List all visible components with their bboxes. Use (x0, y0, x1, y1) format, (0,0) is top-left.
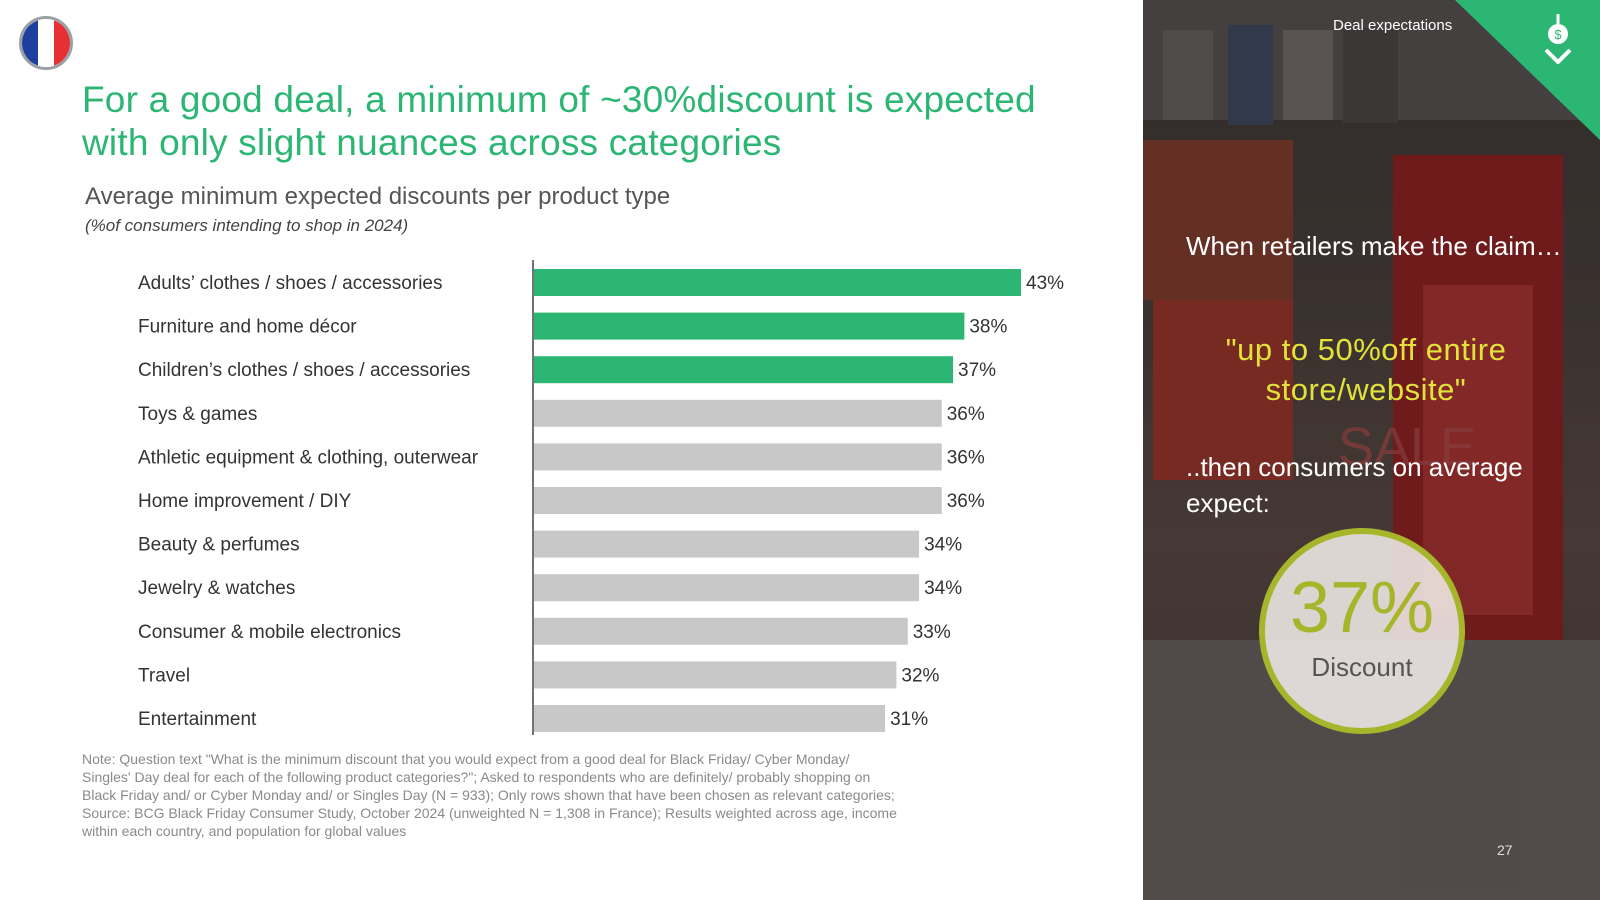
bar (534, 574, 920, 602)
bar (534, 617, 908, 645)
category-label: Furniture and home décor (138, 317, 357, 338)
footnote-line: Source: BCG Black Friday Consumer Study,… (82, 805, 897, 821)
footnote-line: Note: Question text "What is the minimum… (82, 751, 850, 767)
value-label: 36% (947, 491, 985, 512)
value-label: 43% (1026, 273, 1064, 294)
bar (534, 487, 942, 514)
value-label: 37% (958, 360, 996, 381)
value-label: 31% (890, 709, 928, 730)
image-overlay (1143, 0, 1600, 900)
value-label: 32% (901, 665, 939, 686)
expectation-text: ..then consumers on average expect: (1186, 452, 1523, 518)
bar (534, 356, 954, 384)
category-label: Athletic equipment & clothing, outerwear (138, 447, 479, 468)
title-line-1: For a good deal, a minimum of ~30%discou… (82, 79, 1036, 120)
category-label: Toys & games (138, 404, 257, 425)
category-label: Home improvement / DIY (138, 491, 352, 512)
svg-text:$: $ (1554, 27, 1562, 42)
section-label: Deal expectations (1333, 17, 1453, 34)
bar (534, 443, 942, 471)
value-label: 36% (947, 404, 985, 425)
bar (534, 399, 942, 427)
category-label: Jewelry & watches (138, 578, 295, 599)
category-label: Children’s clothes / shoes / accessories (138, 360, 470, 381)
category-label: Travel (138, 665, 190, 686)
quote-text: "up to 50%off entire store/website" (1225, 332, 1507, 407)
bar (534, 269, 1021, 296)
category-label: Adults’ clothes / shoes / accessories (138, 273, 443, 294)
category-label: Consumer & mobile electronics (138, 622, 401, 643)
chart-subtitle: (%of consumers intending to shop in 2024… (85, 216, 409, 235)
main-content: For a good deal, a minimum of ~30%discou… (19, 16, 1142, 840)
side-panel: SALE $ (1143, 0, 1600, 900)
value-label: 36% (947, 447, 985, 468)
category-label: Entertainment (138, 709, 257, 730)
bar (534, 312, 965, 340)
bar-chart: Adults’ clothes / shoes / accessories 43%… (138, 260, 1064, 735)
value-label: 33% (913, 622, 951, 643)
chart-title: Average minimum expected discounts per p… (85, 183, 671, 210)
france-flag-icon (19, 16, 73, 70)
store-background-image: SALE (1143, 0, 1600, 900)
value-label: 34% (924, 578, 962, 599)
title-line-2: with only slight nuances across categori… (82, 122, 782, 163)
footnote-line: Black Friday and/ or Cyber Monday and/ o… (82, 787, 895, 803)
footnote-line: Singles' Day deal for each of the follow… (82, 769, 871, 785)
footnote: Note: Question text "What is the minimum… (82, 750, 1062, 840)
footnote-line: within each country, and population for … (82, 823, 407, 839)
price-tag-download-icon: $ (1544, 14, 1572, 64)
bar (534, 661, 897, 689)
discount-label: Discount (1311, 652, 1413, 682)
value-label: 38% (969, 317, 1007, 338)
svg-text:SALE: SALE (1338, 417, 1476, 477)
bar (534, 530, 920, 558)
page-title: For a good deal, a minimum of ~30%discou… (82, 78, 1142, 164)
page-number: 27 (1497, 842, 1513, 858)
value-label: 34% (924, 535, 962, 556)
claim-text: When retailers make the claim… (1186, 231, 1562, 261)
category-label: Beauty & perfumes (138, 535, 300, 556)
bar (534, 705, 886, 732)
discount-value: 37% (1289, 568, 1435, 648)
discount-callout: 37% Discount (1259, 528, 1465, 734)
